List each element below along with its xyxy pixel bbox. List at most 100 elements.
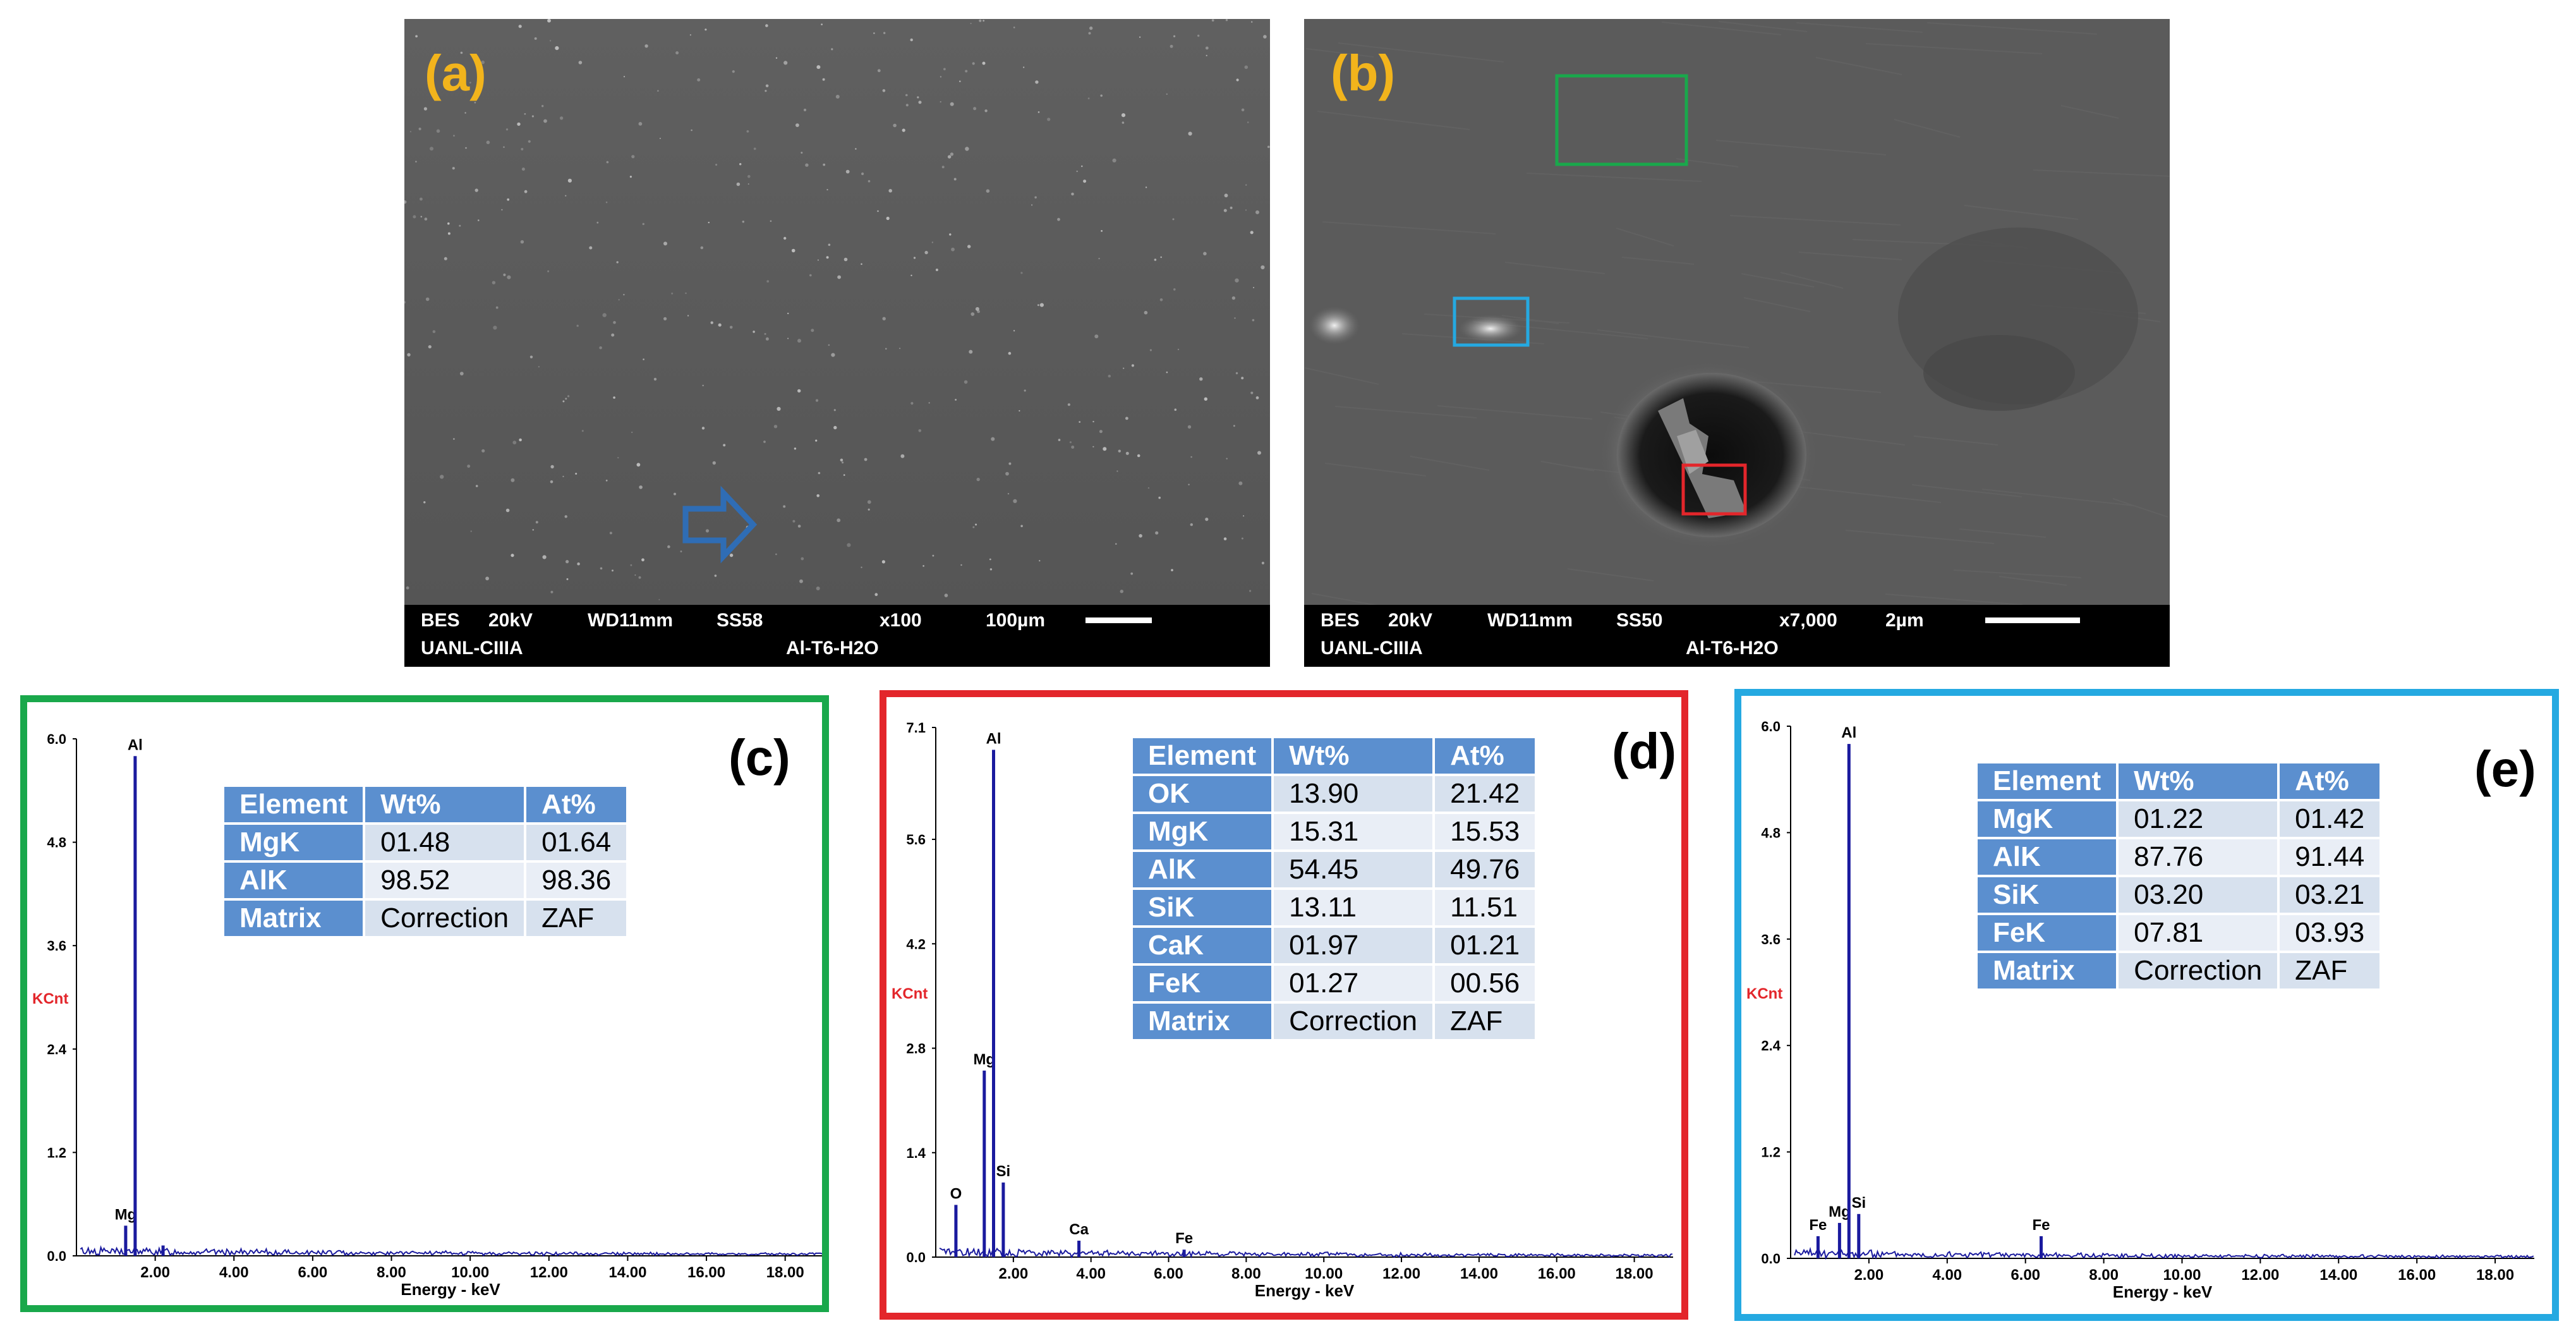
x-tick-label: 4.00 (1932, 1267, 1962, 1284)
table-row: Matrix Correction ZAF (224, 901, 627, 936)
table-header-cell: Wt% (365, 787, 524, 822)
value-cell: 01.21 (1435, 928, 1535, 963)
panel-label-a: (a) (425, 45, 487, 101)
selection-box-cyan (1453, 296, 1530, 347)
table-header-cell: At% (2280, 763, 2380, 799)
spectrum-baseline (1794, 1246, 2534, 1260)
table-row: SiK 03.20 03.21 (1978, 877, 2380, 913)
x-tick-label: 6.00 (1154, 1265, 1183, 1282)
y-tick-label: 4.2 (906, 936, 926, 952)
info-mag: x7,000 (1779, 610, 1837, 631)
x-tick-label: 2.00 (1854, 1267, 1884, 1284)
spectrum-peak (983, 1070, 986, 1257)
info-sample: Al-T6-H2O (786, 638, 879, 659)
element-cell: CaK (1133, 928, 1272, 963)
eds-table-e: Element Wt% At% MgK 01.22 01.42 AlK 87.76 91.44 S… (1975, 761, 2382, 991)
value-cell: 11.51 (1435, 890, 1535, 925)
element-cell: MgK (1978, 801, 2117, 837)
peak-label: Al (986, 730, 1001, 747)
y-tick-label: 1.2 (47, 1145, 66, 1160)
y-tick-label: 6.0 (47, 731, 66, 747)
eds-panel-c: 2.00 4.00 6.00 8.00 10.00 12.00 14.00 16.00 18.0… (20, 695, 829, 1312)
value-cell: 98.36 (526, 863, 627, 898)
table-header-cell: Element (1978, 763, 2117, 799)
value-cell: 13.11 (1274, 890, 1433, 925)
spectrum-peak (954, 1205, 958, 1257)
y-tick-label: 4.8 (47, 835, 66, 851)
y-tick-label: 2.4 (47, 1042, 66, 1057)
info-scale: 2µm (1885, 610, 1924, 631)
arrow-marker (682, 485, 758, 564)
value-cell: 03.20 (2119, 877, 2278, 913)
y-tick-label: 1.4 (906, 1145, 926, 1161)
eds-spectrum-d: 2.00 4.00 6.00 8.00 10.00 12.00 14.00 16.00 18.0… (892, 720, 1673, 1300)
info-mode: BES (1321, 610, 1360, 631)
info-kv: 20kV (1388, 610, 1433, 631)
sem-texture-a (404, 19, 1270, 605)
info-ss: SS58 (717, 610, 763, 631)
element-cell: AlK (224, 863, 363, 898)
value-cell: 91.44 (2280, 839, 2380, 875)
y-tick-label: 3.6 (47, 938, 66, 954)
element-cell: FeK (1978, 915, 2117, 951)
y-tick-label: 4.8 (1761, 825, 1781, 841)
x-tick-label: 14.00 (1460, 1265, 1498, 1282)
y-tick-label: 6.0 (1761, 719, 1781, 734)
value-cell: 49.76 (1435, 852, 1535, 887)
value-cell: 54.45 (1274, 852, 1433, 887)
info-ss: SS50 (1616, 610, 1663, 631)
scale-bar (1985, 617, 2080, 623)
spectrum-peak (1837, 1222, 1841, 1258)
element-cell: AlK (1133, 852, 1272, 887)
table-row: OK 13.90 21.42 (1133, 776, 1535, 812)
eds-table-c: Element Wt% At% MgK 01.48 01.64 AlK 98.52 98.36 M… (222, 784, 629, 939)
table-row: FeK 01.27 00.56 (1133, 966, 1535, 1001)
x-tick-label: 12.00 (2241, 1267, 2279, 1284)
element-cell: Matrix (1133, 1004, 1272, 1039)
spectrum-peak (1001, 1183, 1005, 1257)
sem-image-a: (a) BES 20kV WD11mm SS58 x100 100µm UANL… (404, 19, 1270, 667)
value-cell: Correction (2119, 953, 2278, 988)
eds-spectrum-e: 2.00 4.00 6.00 8.00 10.00 12.00 14.00 16.00 18.0… (1746, 719, 2534, 1301)
spectrum-baseline (80, 1245, 822, 1257)
selection-box-green (1555, 74, 1688, 166)
info-mag: x100 (880, 610, 922, 631)
y-tick-label: 0.0 (1761, 1251, 1781, 1267)
x-axis-label: Energy - keV (401, 1280, 500, 1299)
y-axis-label: KCnt (32, 990, 68, 1007)
x-tick-label: 18.00 (2476, 1267, 2514, 1284)
info-scale: 100µm (986, 610, 1046, 631)
value-cell: 07.81 (2119, 915, 2278, 951)
element-cell: SiK (1133, 890, 1272, 925)
peak-label: Si (1851, 1195, 1866, 1212)
peak-label: Fe (2032, 1217, 2050, 1234)
y-tick-label: 1.2 (1761, 1145, 1781, 1160)
info-mode: BES (421, 610, 460, 631)
element-cell: SiK (1978, 877, 2117, 913)
y-tick-label: 7.1 (906, 720, 926, 736)
table-row: SiK 13.11 11.51 (1133, 890, 1535, 925)
spectrum-peak (1857, 1213, 1861, 1258)
element-cell: Matrix (224, 901, 363, 936)
eds-table-d: Element Wt% At% OK 13.90 21.42 MgK 15.31 15.53 Al… (1130, 736, 1537, 1042)
x-tick-label: 8.00 (377, 1264, 406, 1281)
y-tick-label: 0.0 (906, 1250, 926, 1265)
value-cell: ZAF (1435, 1004, 1535, 1039)
value-cell: Correction (1274, 1004, 1433, 1039)
info-wd: WD11mm (1487, 610, 1573, 631)
table-row: AlK 87.76 91.44 (1978, 839, 2380, 875)
value-cell: ZAF (2280, 953, 2380, 988)
y-tick-label: 0.0 (47, 1248, 66, 1264)
peak-label: Ca (1069, 1221, 1089, 1238)
x-tick-label: 10.00 (451, 1264, 489, 1281)
value-cell: 01.22 (2119, 801, 2278, 837)
y-tick-label: 2.4 (1761, 1038, 1781, 1054)
info-lab: UANL-CIIIA (421, 638, 523, 659)
x-tick-label: 2.00 (140, 1264, 170, 1281)
x-tick-label: 12.00 (530, 1264, 568, 1281)
info-sample: Al-T6-H2O (1686, 638, 1779, 659)
table-row: MgK 01.48 01.64 (224, 825, 627, 860)
value-cell: Correction (365, 901, 524, 936)
table-header-cell: At% (526, 787, 627, 822)
selection-box-red (1681, 463, 1747, 516)
